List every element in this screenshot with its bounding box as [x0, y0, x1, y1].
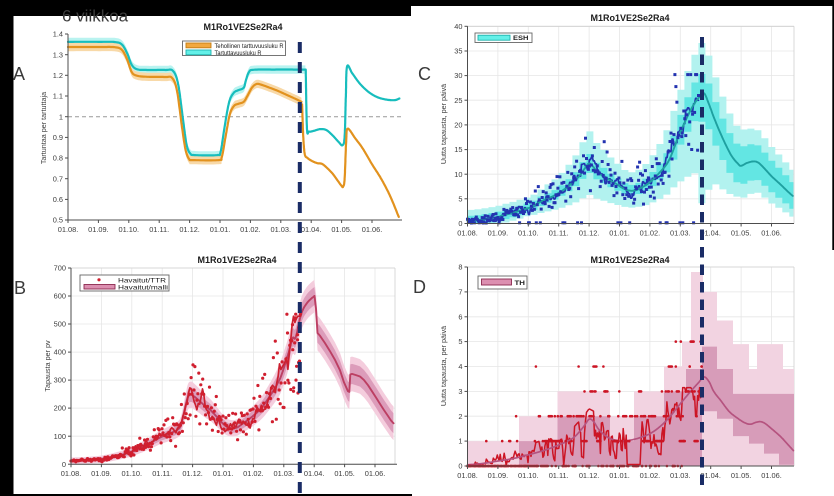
- svg-text:100: 100: [54, 432, 66, 441]
- svg-text:10: 10: [454, 170, 462, 179]
- svg-text:A: A: [13, 64, 25, 84]
- svg-text:01.08.: 01.08.: [457, 229, 478, 238]
- svg-text:01.06.: 01.06.: [761, 471, 782, 480]
- svg-text:Havaitut/TTR: Havaitut/TTR: [118, 277, 166, 284]
- svg-text:01.01.: 01.01.: [213, 469, 234, 478]
- svg-text:Tartuttavuusluku R: Tartuttavuusluku R: [215, 50, 262, 57]
- svg-text:01.04.: 01.04.: [304, 469, 325, 478]
- svg-text:01.02.: 01.02.: [243, 469, 264, 478]
- svg-text:500: 500: [54, 320, 66, 329]
- svg-text:0: 0: [458, 462, 462, 471]
- svg-text:6 viikkoa: 6 viikkoa: [62, 7, 129, 26]
- svg-text:200: 200: [54, 404, 66, 413]
- svg-text:1.2: 1.2: [53, 71, 63, 80]
- svg-text:7: 7: [458, 288, 462, 297]
- svg-text:01.11.: 01.11.: [549, 229, 569, 238]
- svg-text:01.11.: 01.11.: [152, 469, 172, 478]
- svg-text:01.06.: 01.06.: [362, 225, 383, 234]
- svg-text:0: 0: [458, 219, 462, 228]
- svg-text:01.01.: 01.01.: [609, 229, 630, 238]
- svg-text:01.12.: 01.12.: [182, 469, 203, 478]
- svg-text:15: 15: [454, 145, 462, 154]
- svg-text:01.03.: 01.03.: [271, 225, 292, 234]
- svg-text:01.03.: 01.03.: [670, 229, 691, 238]
- svg-text:Uutta tapausta, per päivä: Uutta tapausta, per päivä: [439, 84, 448, 164]
- svg-text:M1Ro1VE2Se2Ra4: M1Ro1VE2Se2Ra4: [590, 255, 669, 265]
- svg-text:Tehollinen tarttuvuusluku R: Tehollinen tarttuvuusluku R: [215, 43, 284, 50]
- svg-text:600: 600: [54, 292, 66, 301]
- svg-text:C: C: [418, 64, 431, 84]
- svg-text:01.12.: 01.12.: [179, 225, 200, 234]
- svg-text:01.11.: 01.11.: [549, 471, 569, 480]
- svg-text:0.5: 0.5: [53, 216, 63, 225]
- svg-text:0.8: 0.8: [53, 154, 63, 163]
- svg-text:01.12.: 01.12.: [579, 229, 600, 238]
- svg-text:01.03.: 01.03.: [274, 469, 295, 478]
- svg-text:01.04.: 01.04.: [700, 471, 721, 480]
- svg-text:01.04.: 01.04.: [700, 229, 721, 238]
- svg-text:1: 1: [458, 437, 462, 446]
- svg-text:B: B: [14, 278, 26, 298]
- svg-text:5: 5: [458, 337, 462, 346]
- svg-text:2: 2: [458, 412, 462, 421]
- svg-text:0.6: 0.6: [53, 195, 63, 204]
- svg-text:700: 700: [54, 264, 66, 273]
- svg-text:01.03.: 01.03.: [670, 471, 691, 480]
- svg-text:01.09.: 01.09.: [88, 225, 109, 234]
- svg-text:M1Ro1VE2Se2Ra4: M1Ro1VE2Se2Ra4: [203, 22, 282, 32]
- svg-text:300: 300: [54, 376, 66, 385]
- svg-text:1.3: 1.3: [53, 50, 63, 59]
- svg-text:01.05.: 01.05.: [731, 229, 752, 238]
- svg-text:01.04.: 01.04.: [301, 225, 322, 234]
- svg-text:Havaitut/malli: Havaitut/malli: [118, 285, 168, 292]
- svg-text:01.09.: 01.09.: [488, 229, 509, 238]
- svg-text:01.06.: 01.06.: [761, 229, 782, 238]
- svg-text:01.05.: 01.05.: [731, 471, 752, 480]
- svg-text:D: D: [413, 277, 426, 297]
- svg-text:01.02.: 01.02.: [240, 225, 261, 234]
- svg-text:20: 20: [454, 121, 462, 130]
- svg-text:01.11.: 01.11.: [149, 225, 169, 234]
- svg-text:Uutta tapausta, per päivä: Uutta tapausta, per päivä: [439, 326, 448, 406]
- svg-text:01.05.: 01.05.: [334, 469, 355, 478]
- svg-text:Tartuntaa per tartuttaja: Tartuntaa per tartuttaja: [39, 92, 48, 164]
- svg-text:01.01.: 01.01.: [210, 225, 231, 234]
- svg-text:01.05.: 01.05.: [331, 225, 352, 234]
- svg-text:01.09.: 01.09.: [91, 469, 112, 478]
- svg-text:40: 40: [454, 22, 462, 31]
- svg-text:30: 30: [454, 71, 462, 80]
- svg-text:01.02.: 01.02.: [640, 471, 661, 480]
- svg-text:3: 3: [458, 387, 462, 396]
- svg-text:25: 25: [454, 96, 462, 105]
- svg-text:01.09.: 01.09.: [488, 471, 509, 480]
- svg-text:M1Ro1VE2Se2Ra4: M1Ro1VE2Se2Ra4: [590, 13, 669, 23]
- svg-text:6: 6: [458, 312, 462, 321]
- svg-text:01.08.: 01.08.: [457, 471, 478, 480]
- svg-text:01.02.: 01.02.: [640, 229, 661, 238]
- svg-text:0.7: 0.7: [53, 174, 63, 183]
- svg-text:01.08.: 01.08.: [61, 469, 82, 478]
- svg-text:ESH: ESH: [513, 35, 529, 42]
- svg-text:1.1: 1.1: [53, 92, 63, 101]
- svg-text:4: 4: [458, 362, 462, 371]
- svg-text:Tapausta per pv: Tapausta per pv: [43, 340, 52, 392]
- svg-text:0.9: 0.9: [53, 133, 63, 142]
- svg-text:01.08.: 01.08.: [58, 225, 79, 234]
- svg-text:01.06.: 01.06.: [365, 469, 386, 478]
- svg-text:35: 35: [454, 47, 462, 56]
- svg-text:TH: TH: [515, 280, 526, 287]
- svg-text:1: 1: [59, 112, 63, 121]
- svg-text:0: 0: [62, 460, 66, 469]
- svg-text:01.10.: 01.10.: [119, 225, 140, 234]
- svg-text:01.12.: 01.12.: [579, 471, 600, 480]
- svg-text:400: 400: [54, 348, 66, 357]
- svg-text:8: 8: [458, 263, 462, 272]
- svg-text:M1Ro1VE2Se2Ra4: M1Ro1VE2Se2Ra4: [197, 255, 276, 265]
- svg-text:01.10.: 01.10.: [518, 229, 539, 238]
- svg-text:01.01.: 01.01.: [609, 471, 630, 480]
- svg-text:1.4: 1.4: [53, 30, 63, 39]
- svg-text:01.10.: 01.10.: [122, 469, 143, 478]
- svg-text:01.10.: 01.10.: [518, 471, 539, 480]
- svg-text:5: 5: [458, 194, 462, 203]
